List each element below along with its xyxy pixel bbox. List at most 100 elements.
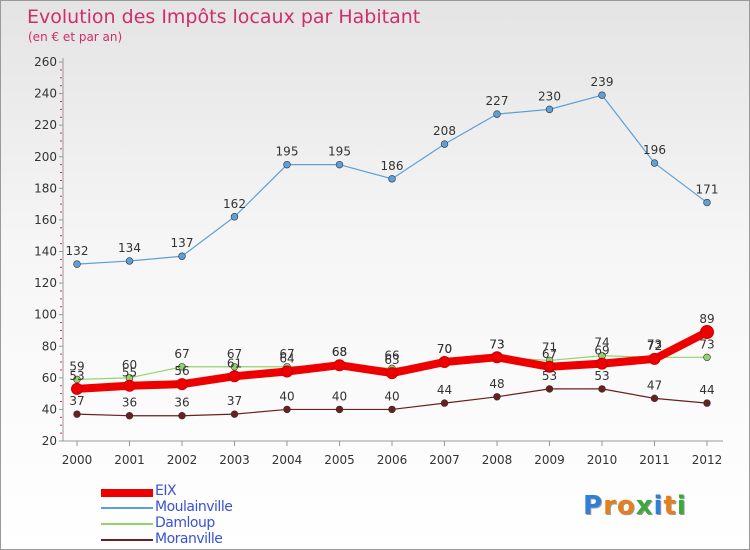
legend-swatch (101, 523, 153, 525)
series-moranville (73, 385, 711, 420)
data-label: 162 (223, 197, 246, 211)
data-label: 186 (381, 159, 404, 173)
data-point (598, 385, 606, 393)
y-tick-label: 100 (34, 308, 57, 322)
data-label: 53 (69, 369, 84, 383)
data-point (545, 385, 554, 393)
data-label: 71 (542, 340, 557, 354)
data-point (386, 367, 398, 380)
data-label: 68 (332, 345, 347, 359)
data-point (648, 352, 661, 365)
data-point (71, 382, 83, 395)
series-layer (71, 91, 714, 420)
data-point (650, 159, 659, 167)
data-label: 40 (384, 389, 399, 403)
data-point (335, 405, 344, 414)
data-point (545, 105, 554, 114)
data-point (178, 252, 186, 260)
y-tick-label: 180 (34, 181, 57, 195)
data-label: 68 (332, 345, 347, 359)
axes: 20 40 60 80 100 120 140 160 180 200 220 240 260 2000 2… (34, 55, 723, 467)
data-label: 239 (591, 75, 614, 89)
data-label: 195 (276, 145, 299, 159)
data-point (596, 357, 608, 370)
data-label: 48 (489, 377, 504, 391)
chart-title: Evolution des Impôts locaux par Habitant (27, 6, 421, 28)
data-point (230, 410, 239, 418)
data-label: 66 (384, 348, 399, 362)
x-tick-label: 2001 (114, 453, 145, 467)
data-label: 74 (594, 336, 609, 350)
x-tick-label: 2007 (429, 453, 460, 467)
data-label: 171 (696, 183, 719, 197)
y-tick-label: 60 (42, 371, 57, 385)
data-label: 73 (647, 337, 662, 351)
y-tick-label: 160 (34, 213, 57, 227)
data-point (335, 160, 344, 169)
x-tick-label: 2012 (692, 453, 723, 467)
data-label: 73 (489, 337, 504, 351)
y-tick-label: 20 (42, 434, 57, 448)
x-tick-label: 2009 (534, 453, 565, 467)
data-label: 44 (699, 383, 714, 397)
x-tick-label: 2000 (62, 453, 93, 467)
data-point (281, 365, 293, 378)
data-label: 227 (486, 94, 509, 108)
data-label: 60 (122, 358, 137, 372)
data-point (440, 140, 449, 148)
x-tick-label: 2005 (324, 453, 355, 467)
data-label: 67 (279, 347, 294, 361)
data-labels: 37 36 36 37 40 40 40 44 48 53 53 47 44 59 60 67 67 67 68 66… (66, 75, 719, 410)
logo-letter: i (676, 491, 687, 521)
data-label: 37 (69, 394, 84, 408)
y-tick-label: 120 (34, 276, 57, 290)
data-point (178, 363, 186, 371)
x-tick-label: 2010 (587, 453, 618, 467)
series-eix (71, 325, 714, 395)
legend-label: Moranville (155, 531, 223, 547)
logo-letter: x (635, 491, 654, 521)
data-label: 56 (174, 364, 189, 378)
legend-label: Moulainville (155, 499, 233, 515)
legend-swatch (101, 489, 153, 497)
data-point (598, 91, 606, 99)
data-label: 63 (384, 353, 399, 367)
data-label: 72 (647, 339, 662, 353)
legend-label: EIX (155, 483, 177, 499)
x-tick-label: 2004 (272, 453, 303, 467)
data-label: 53 (542, 369, 557, 383)
y-tick-label: 80 (42, 339, 57, 353)
data-point (73, 260, 81, 268)
data-label: 70 (437, 342, 452, 356)
y-tick-label: 260 (34, 55, 57, 69)
data-label: 44 (437, 383, 452, 397)
x-tick-label: 2006 (377, 453, 408, 467)
logo-letter: i (653, 491, 664, 521)
data-point (703, 198, 711, 207)
data-label: 137 (171, 236, 194, 250)
data-point (543, 360, 556, 373)
data-point (230, 213, 239, 221)
data-point (228, 370, 241, 383)
data-point (438, 356, 451, 369)
y-tick-label: 140 (34, 245, 57, 259)
legend-label: Damloup (155, 515, 215, 531)
data-label: 67 (174, 347, 189, 361)
x-tick-label: 2008 (482, 453, 513, 467)
data-label: 36 (174, 396, 189, 410)
data-label: 230 (538, 89, 561, 103)
data-point (283, 405, 291, 414)
data-point (333, 359, 346, 372)
logo-letter: t (663, 491, 677, 521)
legend-swatch (101, 507, 153, 509)
data-point (125, 257, 134, 265)
proxiti-logo: Proxiti (583, 491, 687, 521)
data-point (283, 160, 291, 169)
data-point (176, 378, 188, 391)
data-point (700, 325, 714, 340)
data-label: 36 (122, 396, 137, 410)
data-label: 70 (437, 342, 452, 356)
data-label: 64 (279, 352, 294, 366)
data-point (388, 175, 396, 183)
